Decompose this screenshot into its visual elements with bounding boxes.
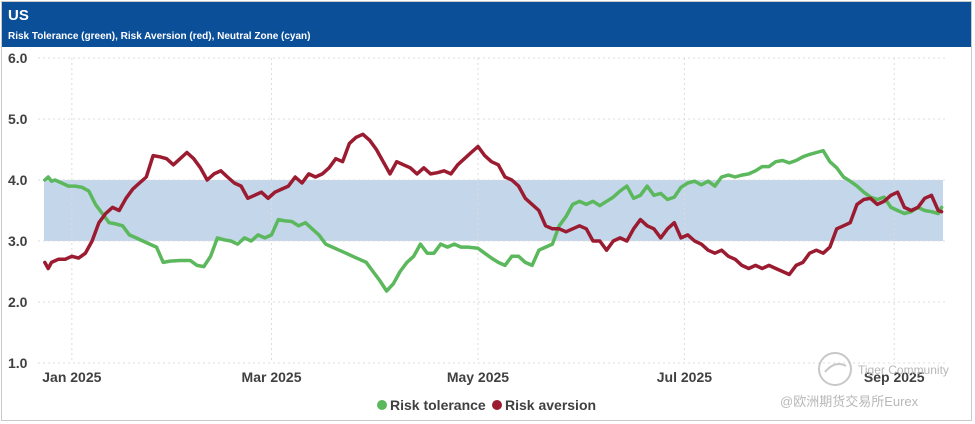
neutral-zone-layer	[44, 180, 943, 241]
x-tick-label: Sep 2025	[864, 369, 925, 385]
legend-risk-aversion-label: Risk aversion	[505, 397, 596, 413]
y-tick-label: 3.0	[8, 233, 28, 249]
chart-title: US	[8, 7, 29, 24]
legend-risk-tolerance-marker	[377, 400, 387, 410]
watermark-brand: Tiger Community	[858, 363, 949, 377]
x-tick-label: Mar 2025	[242, 369, 302, 385]
y-tick-label: 4.0	[8, 172, 28, 188]
neutral-zone-band	[44, 180, 943, 241]
tiger-logo-icon	[818, 352, 852, 386]
y-tick-label: 5.0	[8, 111, 28, 127]
grid-layer	[38, 57, 945, 364]
y-axis: 1.0 2.0 3.0 4.0 5.0 6.0	[8, 50, 28, 371]
chart-subtitle: Risk Tolerance (green), Risk Aversion (r…	[8, 31, 311, 42]
y-tick-label: 6.0	[8, 50, 28, 66]
x-tick-label: Jan 2025	[42, 369, 101, 385]
y-tick-label: 2.0	[8, 294, 28, 310]
x-axis: Jan 2025 Mar 2025 May 2025 Jul 2025 Sep 2025	[42, 369, 925, 385]
x-tick-label: May 2025	[447, 369, 509, 385]
legend: Risk tolerance Risk aversion	[377, 397, 596, 413]
risk-aversion-line	[43, 132, 944, 277]
watermark-caption: @欧洲期货交易所Eurex	[780, 394, 919, 409]
y-tick-label: 1.0	[8, 355, 28, 371]
tiger-logo-stroke	[824, 363, 847, 373]
chart-header: US Risk Tolerance (green), Risk Aversion…	[2, 2, 971, 47]
risk-tolerance-line	[43, 148, 944, 293]
x-tick-label: Jul 2025	[657, 369, 712, 385]
legend-risk-aversion-marker	[492, 400, 502, 410]
legend-risk-tolerance-label: Risk tolerance	[390, 397, 486, 413]
watermark: Tiger Community @欧洲期货交易所Eurex	[780, 352, 949, 409]
series-layer	[43, 132, 944, 293]
